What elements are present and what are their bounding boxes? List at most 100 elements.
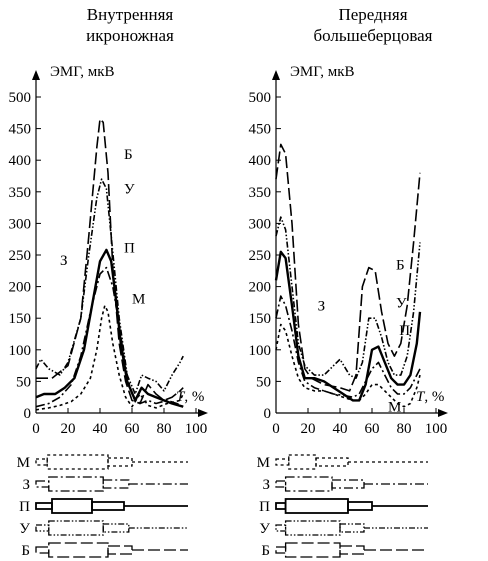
y-tick-label: 300 [249, 216, 272, 232]
series-label: У [124, 182, 135, 198]
y-tick-label: 50 [256, 374, 271, 390]
series-label: Б [396, 257, 405, 273]
bar-row-label: З [262, 477, 270, 493]
bar-row-label: У [19, 521, 30, 537]
bar-segment [91, 501, 125, 511]
bar-segment [275, 524, 287, 532]
bar-segment [35, 524, 50, 532]
bar-row-label: П [259, 499, 270, 515]
bar-row-label: Б [261, 543, 270, 559]
chart-title: икроножная [86, 26, 174, 45]
bar-row-label: Б [21, 543, 30, 559]
y-tick-label: 300 [9, 216, 32, 232]
series-line-З [275, 295, 421, 398]
bar-segment [107, 457, 133, 467]
bar-segment [48, 476, 104, 492]
series-label: З [318, 299, 326, 315]
bar-segment [102, 479, 130, 489]
y-axis-arrow [32, 70, 40, 80]
series-line-М [35, 304, 184, 411]
x-tick-label: 60 [125, 421, 140, 437]
chart-panel-1: Внутренняяикроножная05010015020025030035… [9, 5, 208, 437]
bar-segment [275, 546, 287, 554]
bar-segment [35, 458, 48, 466]
chart-title: Передняя [338, 5, 407, 24]
y-tick-label: 350 [249, 185, 272, 201]
y-tick-label: 450 [9, 122, 32, 138]
bar-segment [288, 454, 317, 470]
y-axis-arrow [272, 70, 280, 80]
x-axis-label: T, % [416, 389, 444, 405]
y-tick-label: 100 [249, 343, 272, 359]
series-label: П [124, 240, 135, 256]
bar-segment [347, 501, 373, 511]
series-line-Б [36, 118, 184, 405]
series-label: М [388, 400, 401, 416]
chart-panel-2: Передняя большеберцовая 0 50 100 150 200 250 300… [249, 5, 448, 437]
bar-segment [284, 542, 341, 558]
y-tick-label: 500 [9, 90, 32, 106]
y-tick-label: 200 [9, 280, 32, 296]
y-tick-label: 150 [249, 311, 272, 327]
series-line-П [274, 250, 422, 402]
series-label: У [396, 295, 407, 311]
y-tick-label: 250 [249, 248, 272, 264]
bar-segment [102, 523, 130, 533]
series-line-З [35, 266, 184, 408]
bar-segment [35, 480, 50, 488]
bar-segment [35, 502, 53, 510]
bar-segment [48, 542, 109, 558]
bar-segment [275, 480, 287, 488]
bar-segment [48, 520, 104, 536]
x-tick-label: 0 [32, 421, 40, 437]
bar-row-label: М [257, 455, 270, 471]
x-tick-label: 60 [365, 421, 380, 437]
x-tick-label: 80 [157, 421, 172, 437]
series-line-Б [275, 143, 421, 392]
y-tick-label: 250 [9, 248, 32, 264]
y-tick-label: 0 [24, 406, 32, 422]
bar-segment [331, 479, 365, 489]
x-tick-label: 0 [272, 421, 280, 437]
y-tick-label: 50 [16, 374, 31, 390]
y-axis-label: ЭМГ, мкВ [50, 64, 115, 80]
y-tick-label: 400 [9, 153, 32, 169]
y-axis-label: ЭМГ, мкВ [290, 64, 355, 80]
y-tick-label: 200 [249, 280, 272, 296]
bar-segment [275, 502, 287, 510]
y-tick-label: 0 [264, 406, 272, 422]
series-line-П [35, 248, 184, 408]
x-axis-arrow [438, 409, 448, 417]
y-tick-label: 400 [249, 153, 272, 169]
bar-row-label: У [259, 521, 270, 537]
chart-title: большеберцовая [313, 26, 432, 45]
bar-row-label: П [19, 499, 30, 515]
series-line-У [35, 178, 184, 395]
x-tick-label: 100 [185, 421, 208, 437]
bar-segment [284, 498, 349, 514]
series-label: З [60, 253, 68, 269]
y-tick-label: 450 [249, 122, 272, 138]
bar-segment [315, 457, 349, 467]
x-tick-label: 40 [93, 421, 108, 437]
bar-segment [284, 476, 333, 492]
series-label: Б [124, 147, 133, 163]
bar-row-label: М [17, 455, 30, 471]
bar-segment [339, 545, 365, 555]
y-tick-label: 350 [9, 185, 32, 201]
chart-title: Внутренняя [87, 5, 174, 24]
y-tick-label: 500 [249, 90, 272, 106]
bar-segment [35, 546, 50, 554]
series-label: П [399, 323, 410, 339]
y-tick-label: 150 [9, 311, 32, 327]
x-tick-label: 80 [397, 421, 412, 437]
bar-segment [51, 498, 93, 514]
bar-segment [46, 454, 109, 470]
bar-segment [275, 458, 290, 466]
bar-row-label: З [22, 477, 30, 493]
x-tick-label: 20 [61, 421, 76, 437]
x-axis-arrow [198, 409, 208, 417]
